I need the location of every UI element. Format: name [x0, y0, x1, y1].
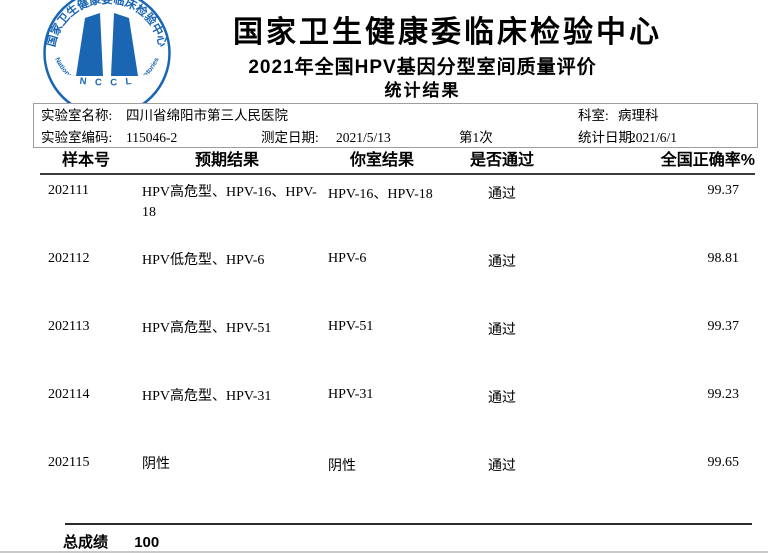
department-value: 病理科 [618, 108, 659, 123]
results-table-header: 样本号 预期结果 你室结果 是否通过 全国正确率% [40, 151, 755, 175]
attempt-number: 第1次 [459, 130, 493, 145]
logo-band-text: N C C L [79, 76, 132, 89]
cell-sample-number: 202115 [48, 455, 90, 470]
cell-sample-number: 202113 [48, 319, 90, 334]
col-header-result: 你室结果 [349, 152, 414, 169]
table-row: 202115 阴性 阴性 通过 99.65 [40, 447, 755, 515]
col-header-pass: 是否通过 [469, 152, 534, 169]
lab-info-box: 实验室名称: 四川省绵阳市第三人民医院 科室: 病理科 实验室编码: 11504… [33, 103, 758, 148]
cell-pass-status: 通过 [488, 255, 516, 270]
total-score-value: 100 [134, 534, 160, 551]
page-bottom-edge [0, 551, 768, 553]
lab-name-label: 实验室名称: [41, 108, 113, 123]
cell-pass-status: 通过 [488, 459, 516, 474]
stat-date-value: 2021/6/1 [629, 130, 678, 145]
nccl-logo: 国家卫生健康委临床检验中心 National Center for Clinic… [42, 0, 172, 118]
nccl-logo-icon: 国家卫生健康委临床检验中心 National Center for Clinic… [43, 0, 171, 117]
org-title: 国家卫生健康委临床检验中心 [233, 16, 662, 49]
cell-lab-result: 阴性 [328, 459, 356, 474]
report-subtitle: 2021年全国HPV基因分型室间质量评价 [248, 57, 597, 78]
flask-left-icon [76, 13, 103, 76]
lab-info-row-2: 实验室编码: 115046-2 测定日期: 2021/5/13 第1次 统计日期… [34, 127, 757, 148]
total-divider [65, 523, 752, 525]
total-score: 总成绩 100 [63, 531, 159, 552]
col-header-sample: 样本号 [61, 152, 110, 169]
flask-right-icon [111, 13, 138, 76]
cell-sample-number: 202111 [48, 183, 89, 198]
cell-expected-result: HPV高危型、HPV-51 [142, 321, 272, 336]
cell-national-rate: 99.23 [707, 387, 740, 402]
stat-date-label: 统计日期: [578, 130, 636, 145]
cell-lab-result: HPV-6 [328, 251, 367, 266]
cell-expected-result: HPV高危型、HPV-16、HPV-18 [142, 185, 317, 220]
cell-national-rate: 99.37 [707, 319, 740, 334]
cell-sample-number: 202112 [48, 251, 90, 266]
cell-national-rate: 99.65 [707, 455, 740, 470]
svg-text:N C C L: N C C L [79, 76, 135, 89]
table-body: 202111 HPV高危型、HPV-16、HPV-18 HPV-16、HPV-1… [40, 175, 755, 515]
lab-code-value: 115046-2 [126, 130, 178, 145]
cell-expected-result: HPV高危型、HPV-31 [142, 389, 272, 404]
table-row: 202114 HPV高危型、HPV-31 HPV-31 通过 99.23 [40, 379, 755, 447]
report-subtitle2: 统计结果 [384, 81, 461, 100]
test-date-value: 2021/5/13 [336, 130, 391, 145]
table-row: 202113 HPV高危型、HPV-51 HPV-51 通过 99.37 [40, 311, 755, 379]
col-header-expected: 预期结果 [194, 152, 259, 169]
test-date-label: 测定日期: [261, 130, 319, 145]
cell-pass-status: 通过 [488, 323, 516, 338]
cell-lab-result: HPV-16、HPV-18 [328, 187, 433, 202]
cell-lab-result: HPV-51 [328, 319, 374, 334]
cell-lab-result: HPV-31 [328, 387, 374, 402]
cell-national-rate: 99.37 [707, 183, 740, 198]
lab-name-value: 四川省绵阳市第三人民医院 [126, 108, 288, 123]
table-row: 202112 HPV低危型、HPV-6 HPV-6 通过 98.81 [40, 243, 755, 311]
cell-expected-result: HPV低危型、HPV-6 [142, 253, 265, 268]
lab-info-row-1: 实验室名称: 四川省绵阳市第三人民医院 科室: 病理科 [34, 105, 757, 126]
total-score-label: 总成绩 [63, 534, 109, 551]
report-header: 国家卫生健康委临床检验中心 2021年全国HPV基因分型室间质量评价 统计结果 [175, 14, 720, 101]
cell-sample-number: 202114 [48, 387, 90, 402]
cell-pass-status: 通过 [488, 391, 516, 406]
cell-national-rate: 98.81 [707, 251, 740, 266]
cell-expected-result: 阴性 [142, 457, 170, 472]
col-header-rate: 全国正确率% [660, 152, 755, 169]
table-row: 202111 HPV高危型、HPV-16、HPV-18 HPV-16、HPV-1… [40, 175, 755, 243]
lab-code-label: 实验室编码: [41, 130, 113, 145]
department-label: 科室: [578, 108, 609, 123]
results-table: 样本号 预期结果 你室结果 是否通过 全国正确率% 202111 HPV高危型、… [40, 151, 755, 515]
cell-pass-status: 通过 [488, 187, 516, 202]
